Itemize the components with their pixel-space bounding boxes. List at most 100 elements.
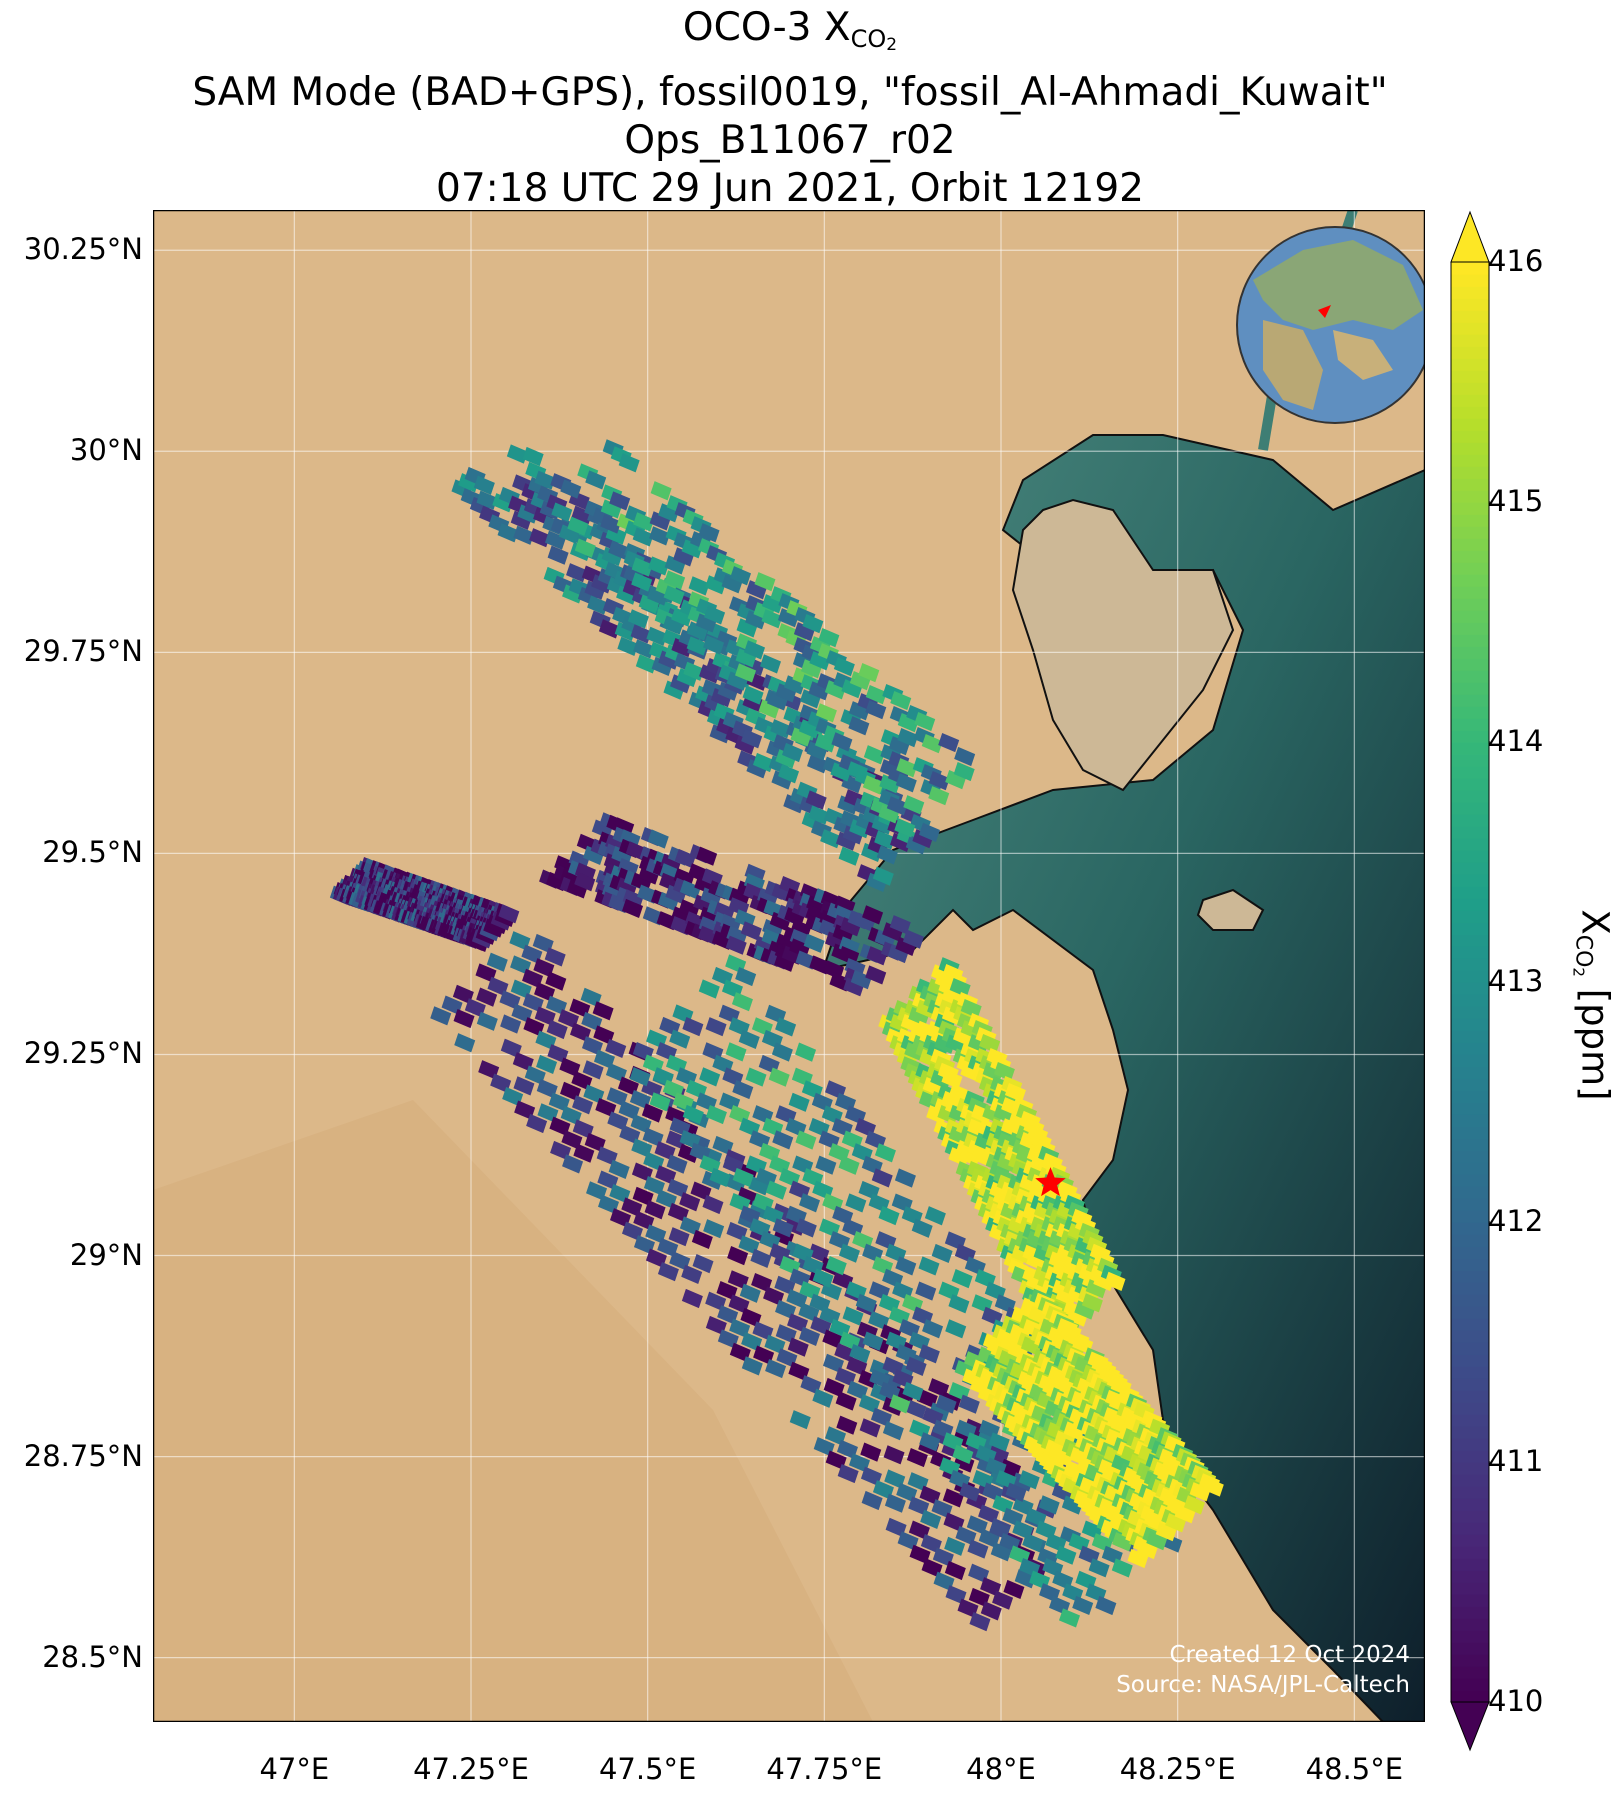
xco2-sounding [644, 1200, 666, 1220]
xco2-sounding [897, 728, 919, 748]
colorbar-segment [1451, 1330, 1489, 1343]
target-star-icon [1035, 1167, 1066, 1197]
xco2-sounding [647, 829, 669, 849]
xco2-sounding [1019, 1174, 1041, 1194]
xco2-sounding [772, 1130, 794, 1150]
xco2-sounding [934, 1034, 956, 1054]
xco2-sounding [1048, 1230, 1070, 1250]
xco2-sounding [681, 1264, 703, 1284]
xco2-sounding [663, 680, 685, 700]
xco2-sounding [848, 701, 870, 721]
lat-tick-label: 29.5°N [42, 835, 143, 870]
map-frame [153, 210, 1425, 1722]
colorbar-segment [1451, 394, 1489, 407]
colorbar-segment [1451, 1654, 1489, 1667]
colorbar-segment [1451, 466, 1489, 479]
xco2-sounding [862, 775, 884, 795]
colorbar-segment [1451, 1522, 1489, 1535]
xco2-sounding [812, 1268, 834, 1288]
colorbar-segment [1451, 1198, 1489, 1211]
colorbar-segment [1451, 1498, 1489, 1511]
xco2-sounding [862, 1331, 884, 1351]
xco2-sounding [614, 621, 636, 641]
xco2-sounding [560, 479, 582, 499]
xco2-sounding [585, 470, 607, 490]
xco2-sounding [900, 1013, 922, 1034]
xco2-sounding [858, 663, 880, 683]
xco2-sounding [843, 977, 865, 997]
xco2-sounding [601, 546, 623, 566]
credit-created: Created 12 Oct 2024 [1169, 1642, 1410, 1668]
xco2-sounding [744, 863, 766, 883]
colorbar-tick-label: 412 [1488, 1204, 1544, 1238]
xco2-sounding [681, 539, 703, 559]
colorbar-segment [1451, 1618, 1489, 1631]
xco2-sounding [942, 985, 964, 1005]
colorbar-segment [1451, 1054, 1489, 1067]
xco2-sounding [837, 1463, 859, 1484]
xco2-sounding [665, 884, 687, 904]
xco2-sounding [889, 832, 911, 852]
xco2-sounding [1011, 1244, 1033, 1265]
xco2-sounding [958, 1394, 980, 1414]
xco2-sounding [906, 1447, 928, 1468]
xco2-sounding [782, 742, 804, 763]
xco2-sounding [982, 1062, 1004, 1082]
colorbar-segment [1451, 1246, 1489, 1259]
xco2-sounding [882, 922, 904, 942]
xco2-sounding [799, 1326, 821, 1347]
xco2-sounding [671, 607, 693, 627]
xco2-sounding [914, 711, 936, 732]
colorbar-segment [1451, 1630, 1489, 1643]
xco2-sounding [695, 613, 717, 633]
xco2-sounding [807, 754, 829, 774]
xco2-sounding [788, 1092, 810, 1112]
xco2-sounding [920, 1509, 942, 1530]
xco2-sounding [1007, 1216, 1029, 1236]
xco2-sounding [768, 1067, 790, 1087]
title-block: OCO-3 XCO2 SAM Mode (BAD+GPS), fossil001… [0, 4, 1580, 213]
colorbar-segment [1451, 1150, 1489, 1163]
xco2-sounding [855, 1293, 877, 1314]
colorbar-segment [1451, 1474, 1489, 1487]
xco2-sounding [815, 1155, 837, 1175]
xco2-sounding [573, 1143, 595, 1163]
xco2-sounding [982, 1104, 1004, 1124]
lon-tick-label: 48.5°E [1305, 1752, 1404, 1786]
xco2-sounding [861, 1490, 883, 1511]
xco2-sounding [558, 524, 580, 544]
xco2-sounding [688, 576, 710, 596]
xco2-sounding [698, 523, 720, 543]
colorbar [1450, 210, 1490, 1752]
xco2-sounding [740, 921, 762, 941]
xco2-sounding [748, 1176, 770, 1196]
xco2-sounding [988, 1432, 1010, 1452]
xco2-sounding [1059, 1608, 1081, 1628]
xco2-sounding [574, 538, 596, 558]
xco2-sounding [544, 530, 566, 550]
xco2-sounding [762, 919, 784, 939]
xco2-sounding [631, 572, 653, 592]
xco2-sounding [912, 829, 934, 849]
xco2-sounding [650, 481, 672, 501]
xco2-sounding [742, 685, 764, 705]
xco2-sounding [948, 1104, 970, 1125]
xco2-sounding [1005, 1482, 1027, 1502]
title-line-3: Ops_B11067_r02 [624, 118, 956, 163]
colorbar-segment [1451, 1282, 1489, 1295]
colorbar-segment [1451, 910, 1489, 923]
xco2-sounding [668, 1227, 690, 1247]
xco2-sounding [960, 1062, 982, 1082]
xco2-sounding [1030, 1153, 1052, 1173]
xco2-sounding [845, 1193, 867, 1213]
colorbar-segment [1451, 1594, 1489, 1607]
xco2-sounding [566, 879, 588, 899]
xco2-sounding [1085, 1279, 1107, 1299]
xco2-sounding [992, 1590, 1014, 1610]
xco2-sounding [1000, 1118, 1022, 1138]
xco2-sounding [498, 904, 520, 924]
xco2-sounding [889, 1014, 911, 1034]
xco2-sounding [882, 1421, 904, 1441]
xco2-sounding [622, 898, 644, 919]
xco2-sounding [687, 621, 709, 641]
